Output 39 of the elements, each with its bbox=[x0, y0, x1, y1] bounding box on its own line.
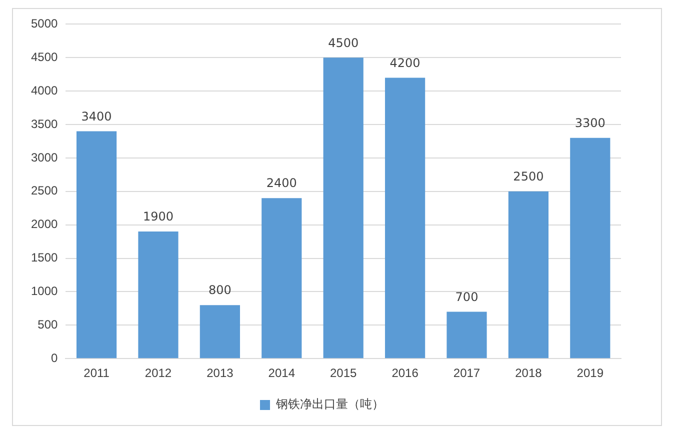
data-label: 2500 bbox=[513, 170, 544, 184]
bar bbox=[446, 312, 487, 358]
bar bbox=[200, 305, 240, 358]
y-tick-label: 3500 bbox=[30, 116, 58, 131]
x-tick-label: 2017 bbox=[453, 366, 480, 380]
y-tick-label: 4000 bbox=[30, 83, 58, 98]
bar bbox=[570, 138, 610, 358]
data-label: 3400 bbox=[81, 109, 112, 124]
y-tick-label: 500 bbox=[38, 317, 58, 332]
x-tick-label: 2015 bbox=[330, 366, 358, 380]
y-tick-label: 3000 bbox=[30, 150, 58, 164]
bar bbox=[76, 131, 117, 358]
data-label: 4500 bbox=[328, 36, 359, 50]
data-label: 700 bbox=[455, 290, 478, 304]
legend-label: 钢铁净出口量（吨） bbox=[275, 397, 384, 412]
x-tick-label: 2018 bbox=[515, 366, 542, 380]
x-tick-label: 2012 bbox=[144, 366, 172, 380]
y-tick-label: 5000 bbox=[30, 16, 58, 31]
y-tick-label: 2000 bbox=[30, 217, 58, 232]
x-tick-label: 2013 bbox=[206, 366, 234, 380]
x-tick-label: 2019 bbox=[576, 366, 604, 380]
data-label: 1900 bbox=[142, 210, 174, 224]
x-tick-label: 2011 bbox=[84, 366, 110, 380]
y-tick-label: 1500 bbox=[30, 250, 58, 265]
data-label: 4200 bbox=[390, 56, 420, 70]
x-tick-label: 2014 bbox=[268, 366, 296, 380]
bar bbox=[323, 58, 364, 358]
data-label: 3300 bbox=[574, 116, 606, 130]
x-tick-label: 2016 bbox=[392, 366, 419, 380]
y-tick-label: 0 bbox=[51, 350, 58, 365]
data-label: 2400 bbox=[266, 176, 297, 190]
y-tick-label: 2500 bbox=[30, 184, 58, 198]
y-tick-label: 1000 bbox=[30, 284, 58, 298]
bar bbox=[384, 78, 426, 358]
data-label: 800 bbox=[208, 283, 232, 298]
bar bbox=[508, 191, 548, 358]
y-tick-label: 4500 bbox=[30, 50, 58, 64]
bar bbox=[262, 198, 302, 358]
bar bbox=[138, 232, 178, 358]
